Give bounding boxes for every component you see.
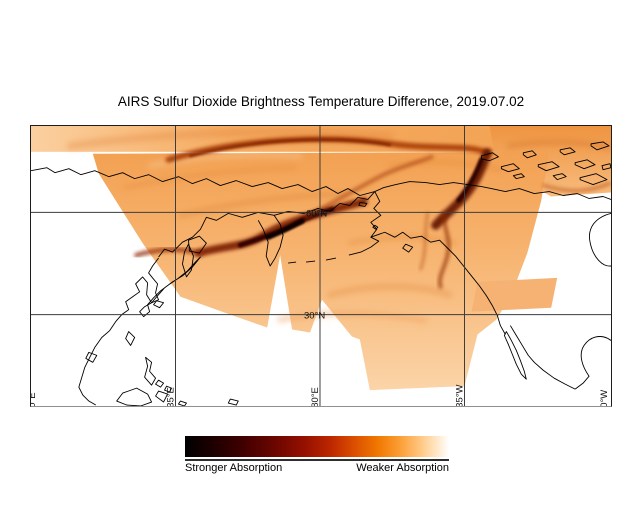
lat-label-30n: 30°N [304,311,325,322]
island-sakhalin [182,243,194,278]
island-kodiak [402,243,414,253]
coast-hudson-bay [589,212,611,267]
island-hainan [85,351,98,363]
coast-russia-arctic [31,167,375,196]
island-shikoku [153,300,164,309]
coast-alaska-west [348,191,382,256]
coast-alaska-canada-north [374,181,611,200]
island-mindanao [155,390,168,403]
lat-label-60n: 60°N [306,208,327,219]
lon-label-135w: 135°W [454,384,465,406]
lon-label-135e: 135°E [165,387,176,406]
lon-label-90w: 90°W [599,390,610,406]
islands-canadian-arctic [480,141,611,186]
figure-title: AIRS Sulfur Dioxide Brightness Temperatu… [117,94,525,109]
colorbar-labels: Stronger Absorption Weaker Absorption [185,462,449,474]
islands-bering [358,202,379,230]
coast-korea-china-vietnam [78,257,160,406]
coast-mexico-west [509,325,576,390]
colorbar-gradient [185,436,449,457]
coast-alaska-bc-west [370,231,506,335]
peninsula-baja [503,331,527,380]
coast-gulf-of-mexico [574,336,611,390]
gridline-layer [31,126,611,406]
lon-label-90e: 90°E [31,392,38,406]
islands-aleutian [288,257,337,264]
colorbar-label-stronger: Stronger Absorption [185,462,283,474]
so2-plume-layer [134,136,611,289]
coast-kamchatka [257,215,284,267]
island-honshu [139,256,201,318]
colorbar-label-weaker: Weaker Absorption [356,462,449,474]
map-canvas: 60°N 30°N 90°E 135°E 180°E 135°W 90°W [31,126,611,406]
map-panel: 60°N 30°N 90°E 135°E 180°E 135°W 90°W [30,125,612,407]
colorbar-axis-line [185,459,449,461]
islands-visayas [155,379,172,393]
lon-label-180e: 180°E [310,387,321,406]
island-taiwan [125,331,136,346]
gridline-label-layer: 60°N 30°N 90°E 135°E 180°E 135°W 90°W [31,208,610,406]
islands-pacific-small [178,398,239,406]
coastline-layer [31,141,611,406]
data-swath-layer [31,126,611,391]
island-hokkaido [188,235,207,254]
swath-texture-layer [66,127,611,324]
island-borneo [116,387,153,406]
island-luzon [144,356,157,386]
